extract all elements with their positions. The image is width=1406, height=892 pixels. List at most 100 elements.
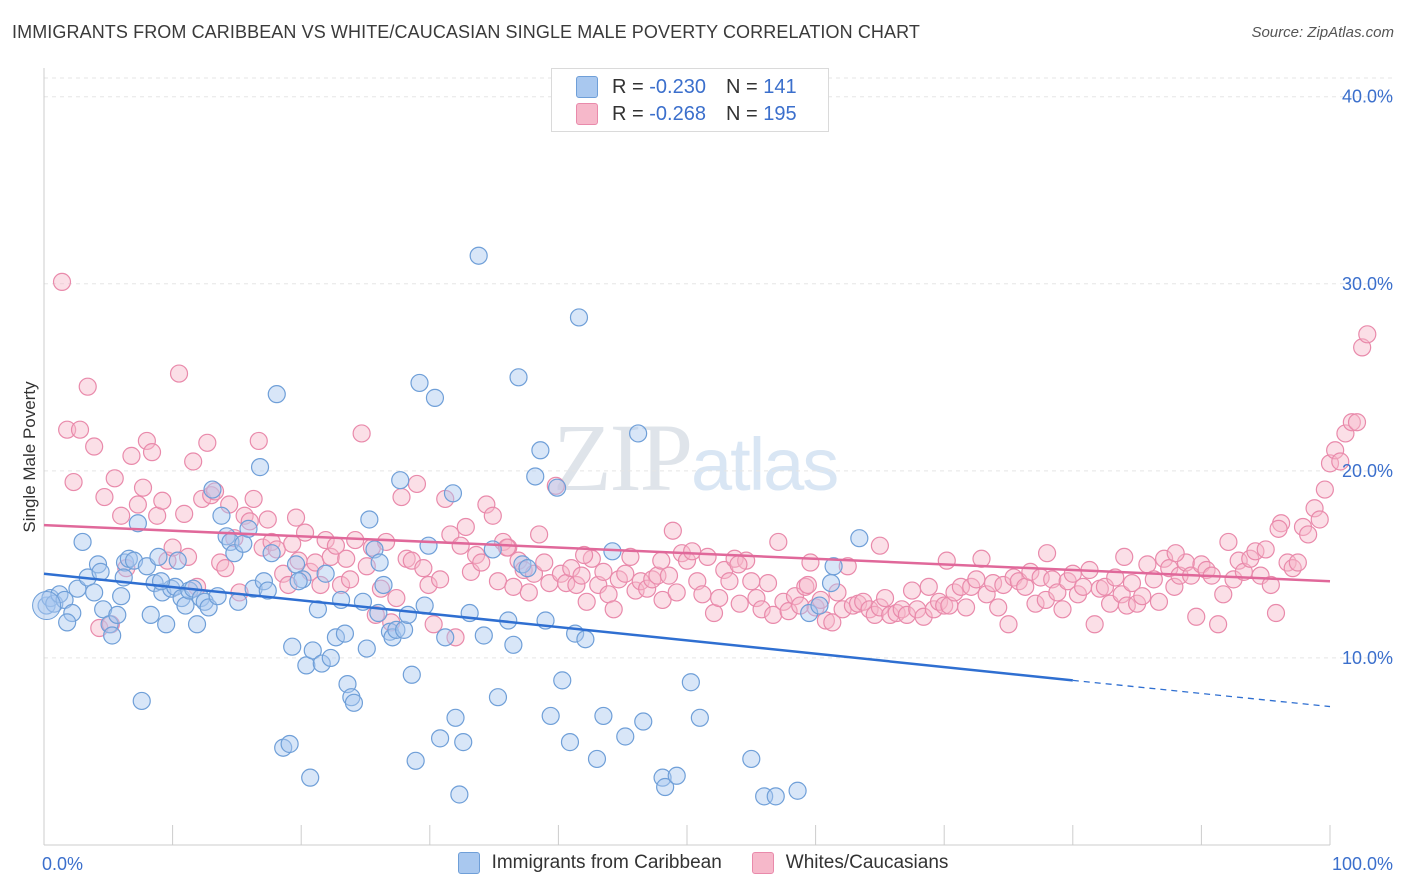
caribbean-point — [316, 564, 335, 583]
whites-caucasians-point — [1326, 441, 1345, 460]
caribbean-point — [297, 656, 316, 675]
whites-caucasians-point — [616, 564, 635, 583]
whites-caucasians-point — [519, 583, 538, 602]
series-legend: Immigrants from Caribbean Whites/Caucasi… — [0, 852, 1406, 874]
caribbean-point — [766, 787, 785, 806]
whites-caucasians-point — [175, 504, 194, 523]
whites-caucasians-point — [1331, 452, 1350, 471]
caribbean-point — [634, 712, 653, 731]
whites-caucasians-point — [1187, 607, 1206, 626]
whites-caucasians-point — [551, 564, 571, 583]
whites-caucasians-point — [95, 487, 114, 507]
whites-caucasians-point — [105, 469, 124, 488]
whites-caucasians-point — [128, 495, 147, 514]
whites-caucasians-point — [133, 478, 153, 497]
whites-caucasians-point — [1144, 570, 1163, 589]
whites-caucasians-point — [366, 605, 385, 625]
whites-caucasians-point — [1048, 583, 1067, 602]
caribbean-point — [326, 628, 346, 647]
whites-caucasians-point — [387, 588, 406, 608]
caribbean-point — [436, 628, 455, 647]
caribbean-point — [63, 603, 82, 623]
whites-caucasians-point — [331, 575, 351, 595]
whites-caucasians-point — [483, 506, 502, 525]
axes — [43, 68, 1331, 846]
correlation-legend: R = -0.230 N = 141 R = -0.268 N = 195 — [551, 68, 829, 132]
whites-caucasians-point — [604, 600, 623, 619]
whites-caucasians-point — [169, 364, 189, 383]
whites-caucasians-point — [1266, 603, 1286, 623]
caribbean-trend-extension — [1072, 679, 1331, 708]
whites-caucasians-point — [742, 572, 761, 591]
whites-caucasians-point — [295, 523, 315, 542]
whites-caucasians-point — [249, 431, 268, 451]
caribbean-point — [58, 613, 77, 632]
caribbean-point — [360, 510, 379, 529]
caribbean-point — [629, 424, 648, 443]
whites-caucasians-point — [1305, 499, 1324, 518]
watermark-atlas: atlas — [691, 423, 839, 506]
n-value: 195 — [763, 102, 797, 125]
whites-caucasians-point — [967, 570, 986, 589]
whites-caucasians-point — [752, 600, 771, 619]
legend-row-whites: R = -0.268 N = 195 — [576, 102, 797, 126]
caribbean-point — [289, 572, 308, 591]
whites-caucasians-point — [137, 431, 156, 451]
whites-caucasians-point — [779, 602, 798, 621]
source-credit: Source: ZipAtlas.com — [1251, 24, 1394, 41]
caribbean-point — [128, 514, 147, 533]
caribbean-point — [301, 768, 320, 787]
whites-caucasians-point — [1219, 532, 1238, 552]
caribbean-point — [450, 785, 469, 804]
whites-caucasians-point — [392, 487, 411, 507]
n-label: N = — [725, 102, 758, 125]
whites-caucasians-point — [854, 592, 873, 611]
whites-caucasians-point — [211, 553, 230, 572]
whites-caucasians-point — [838, 557, 857, 576]
whites-caucasians-point — [1112, 585, 1131, 604]
whites-caucasians-point — [1115, 547, 1134, 567]
caribbean-point — [168, 551, 187, 570]
tick-labels: 10.0% 20.0% 30.0% 40.0% 0.0% 100.0% — [42, 87, 1393, 874]
whites-caucasians-point — [85, 437, 104, 456]
caribbean-point — [254, 572, 274, 591]
caribbean-point — [406, 751, 425, 770]
caribbean-point — [850, 529, 869, 548]
caribbean-point — [742, 749, 761, 769]
whites-caucasians-point — [58, 420, 77, 439]
whites-caucasians-point — [64, 472, 83, 492]
whites-caucasians-point — [1347, 413, 1367, 432]
legend-label-whites: Whites/Caucasians — [785, 852, 949, 873]
chart-title: IMMIGRANTS FROM CARIBBEAN VS WHITE/CAUCA… — [12, 22, 921, 42]
whites-caucasians-point — [497, 538, 517, 557]
caribbean-point — [553, 671, 572, 690]
caribbean-point — [531, 441, 550, 460]
caribbean-point — [430, 729, 450, 748]
caribbean-point — [250, 458, 270, 477]
y-tick-label: 20.0% — [1342, 461, 1393, 481]
caribbean-point — [616, 727, 635, 746]
whites-caucasians-point — [758, 573, 778, 593]
legend-swatch-blue — [576, 76, 598, 98]
whites-caucasians-point — [1197, 560, 1216, 580]
whites-caucasians-point — [729, 555, 748, 574]
whites-caucasians-point — [730, 594, 749, 613]
caribbean-point — [374, 575, 393, 595]
x-tick-label: 100.0% — [1332, 854, 1393, 874]
whites-caucasians-point — [667, 583, 686, 602]
caribbean-point — [410, 373, 429, 393]
whites-caucasians-point — [414, 559, 433, 578]
whites-caucasians-point — [828, 583, 847, 602]
caribbean-point — [103, 626, 122, 645]
legend-item-whites: Whites/Caucasians — [751, 852, 949, 874]
caribbean-point — [398, 605, 418, 625]
watermark: ZIPatlas — [553, 402, 839, 513]
whites-caucasians-point — [122, 446, 141, 465]
whites-caucasians-point — [659, 566, 679, 585]
caribbean-point — [308, 600, 328, 619]
whites-caucasians-point — [52, 272, 72, 292]
whites-caucasians-point — [875, 588, 895, 608]
r-label: R = — [612, 75, 644, 98]
whites-caucasians-point — [142, 443, 162, 462]
whites-caucasians-point — [1214, 585, 1233, 604]
